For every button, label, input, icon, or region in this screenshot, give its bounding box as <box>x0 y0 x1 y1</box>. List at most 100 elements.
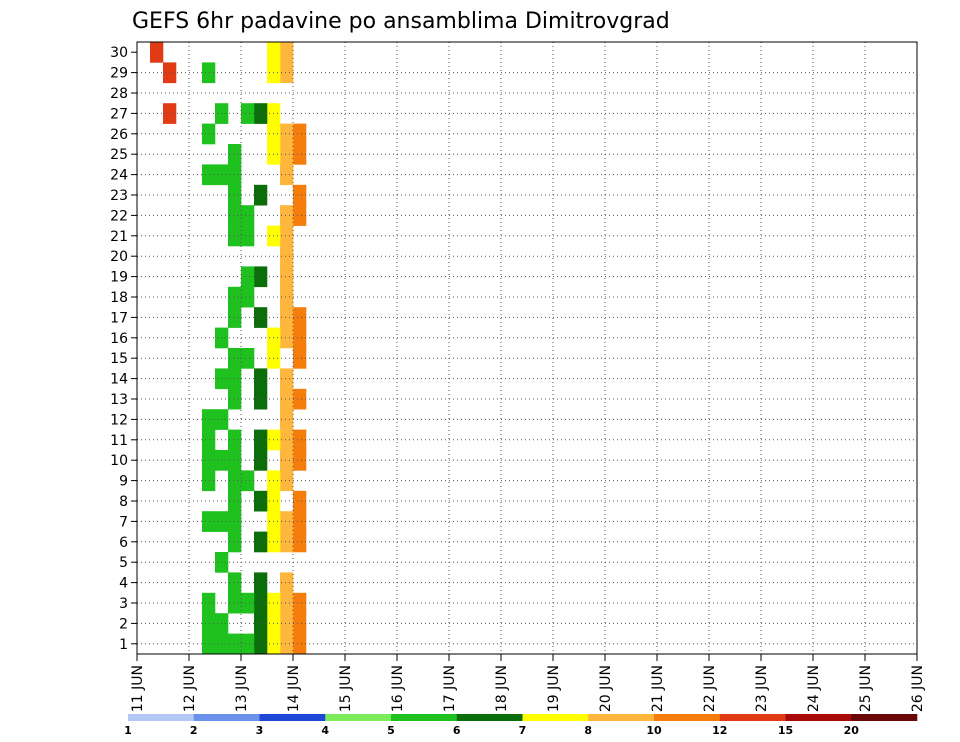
y-tick-label: 13 <box>110 392 128 408</box>
heatmap-cell <box>241 266 255 288</box>
heatmap-cell <box>293 327 307 349</box>
x-tick-label: 15 JUN <box>338 665 354 712</box>
heatmap-cell <box>202 613 216 634</box>
heatmap-cell <box>228 184 242 206</box>
colorbar-swatch <box>522 714 589 721</box>
y-tick-label: 1 <box>119 637 128 653</box>
heatmap-cell <box>293 348 307 369</box>
heatmap-cell <box>228 531 242 553</box>
heatmap-cell <box>228 490 242 512</box>
heatmap-cell <box>280 144 294 165</box>
colorbar-swatch <box>193 714 260 721</box>
heatmap-cell <box>280 633 294 655</box>
heatmap-cell <box>228 429 242 451</box>
heatmap-cell <box>254 531 268 553</box>
heatmap-cell <box>293 531 307 553</box>
colorbar-label: 8 <box>584 724 592 737</box>
heatmap-cell <box>280 42 294 63</box>
colorbar-label: 1 <box>124 724 132 737</box>
heatmap-cell <box>293 511 307 532</box>
colorbar-swatch <box>456 714 523 721</box>
heatmap-cell <box>254 450 268 471</box>
heatmap-cell <box>228 368 242 390</box>
heatmap-cell <box>228 450 242 471</box>
heatmap-cell <box>280 388 294 410</box>
x-axis: 11 JUN 12 JUN 13 JUN 14 JUN 15 JUN 16 JUN 17 J… <box>130 654 926 712</box>
y-tick-label: 12 <box>110 412 128 428</box>
heatmap-cell <box>293 450 307 471</box>
y-tick-label: 22 <box>110 208 128 224</box>
heatmap-cell <box>280 409 294 430</box>
heatmap-cell <box>202 511 216 532</box>
heatmap-cell <box>228 225 242 247</box>
heatmap-cell <box>254 592 268 614</box>
y-tick-label: 16 <box>110 331 128 347</box>
heatmap-cell <box>254 103 268 124</box>
heatmap-cell <box>293 307 307 328</box>
colorbar-label: 4 <box>321 724 329 737</box>
x-tick-label: 14 JUN <box>286 665 302 712</box>
heatmap-cell <box>254 633 268 655</box>
y-tick-label: 30 <box>110 45 128 61</box>
heatmap-cell <box>254 368 268 390</box>
heatmap-cell <box>280 572 294 594</box>
x-tick-label: 13 JUN <box>234 665 250 712</box>
heatmap-cell <box>202 633 216 655</box>
heatmap-cell <box>202 164 216 186</box>
heatmap-cell <box>254 266 268 288</box>
colorbar-swatch <box>391 714 458 721</box>
y-tick-label: 29 <box>110 66 128 82</box>
heatmap-cell <box>241 470 255 492</box>
colorbar-swatch <box>785 714 852 721</box>
colorbar-swatch <box>128 714 195 721</box>
heatmap-cell <box>293 429 307 451</box>
heatmap-cell <box>202 450 216 471</box>
heatmap-cell <box>280 613 294 634</box>
y-tick-label: 2 <box>119 616 128 632</box>
heatmap-cell <box>267 42 281 63</box>
heatmap-cell <box>254 613 268 634</box>
y-tick-label: 25 <box>110 147 128 163</box>
heatmap-cell <box>202 592 216 614</box>
heatmap-cell <box>293 490 307 512</box>
colorbar-swatch <box>259 714 326 721</box>
colorbar-label: 6 <box>453 724 461 737</box>
y-tick-label: 23 <box>110 188 128 204</box>
colorbar-label: 5 <box>387 724 395 737</box>
colorbar-swatch <box>654 714 721 721</box>
y-tick-label: 21 <box>110 229 128 245</box>
heatmap-cell <box>202 470 216 492</box>
heatmap-cell <box>280 266 294 288</box>
colorbar-label: 12 <box>712 724 727 737</box>
colorbar-legend: 1 2 3 4 5 6 7 8 10 12 15 20 <box>124 714 918 737</box>
y-tick-label: 11 <box>110 433 128 449</box>
heatmap-cell <box>280 225 294 247</box>
chart-title: GEFS 6hr padavine po ansamblima Dimitrov… <box>132 9 670 34</box>
heatmap-cell <box>293 144 307 165</box>
heatmap-cell <box>228 511 242 532</box>
heatmap-cell <box>228 388 242 410</box>
y-tick-label: 17 <box>110 310 128 326</box>
heatmap-cell <box>228 348 242 369</box>
y-tick-label: 9 <box>119 474 128 490</box>
colorbar-swatch <box>719 714 786 721</box>
x-tick-label: 11 JUN <box>130 665 146 712</box>
heatmap-cell <box>280 246 294 267</box>
heatmap-cell <box>228 307 242 328</box>
x-tick-label: 23 JUN <box>754 665 770 712</box>
y-axis: 1234567891011121314151617181920212223242… <box>110 45 137 653</box>
heatmap-cell <box>228 205 242 226</box>
heatmap-cell <box>254 307 268 328</box>
heatmap-cell <box>254 490 268 512</box>
heatmap-cell <box>254 572 268 594</box>
x-tick-label: 16 JUN <box>390 665 406 712</box>
colorbar-label: 20 <box>844 724 860 737</box>
heatmap-cell <box>241 592 255 614</box>
x-tick-label: 20 JUN <box>598 665 614 712</box>
heatmap-cell <box>228 286 242 308</box>
heatmap-cell <box>280 164 294 186</box>
x-tick-label: 25 JUN <box>858 665 874 712</box>
heatmap-cell <box>202 62 216 84</box>
heatmap-cell <box>202 409 216 430</box>
y-tick-label: 3 <box>119 596 128 612</box>
